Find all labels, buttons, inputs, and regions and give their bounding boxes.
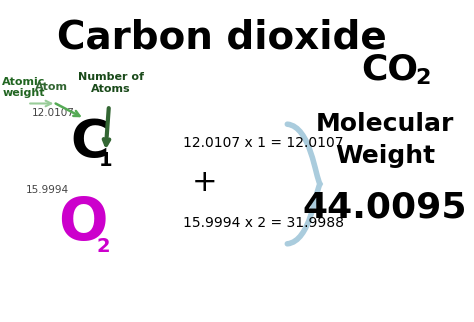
Text: Number of
Atoms: Number of Atoms [78,72,144,94]
Text: 44.0095: 44.0095 [303,190,467,224]
Text: 15.9994 x 2 = 31.9988: 15.9994 x 2 = 31.9988 [183,216,344,230]
Text: +: + [191,168,217,197]
Text: CO: CO [362,52,419,86]
Text: Atomic
weight: Atomic weight [2,77,46,98]
Text: Atom: Atom [35,82,68,92]
Text: 2: 2 [97,237,110,256]
Text: Weight: Weight [335,144,435,168]
Text: Carbon dioxide: Carbon dioxide [56,18,386,56]
Text: 12.0107 x 1 = 12.0107: 12.0107 x 1 = 12.0107 [183,136,344,150]
Text: 15.9994: 15.9994 [26,185,69,195]
Text: 12.0107: 12.0107 [32,108,75,118]
Text: O: O [58,194,108,251]
Text: Molecular: Molecular [316,112,454,136]
Text: 1: 1 [99,151,113,170]
Text: C: C [70,117,109,169]
Text: 2: 2 [415,68,430,88]
